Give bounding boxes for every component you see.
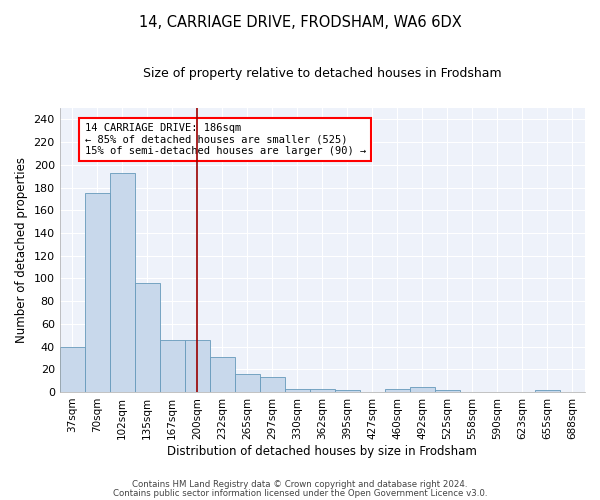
Bar <box>260 377 285 392</box>
Title: Size of property relative to detached houses in Frodsham: Size of property relative to detached ho… <box>143 68 502 80</box>
Text: 14, CARRIAGE DRIVE, FRODSHAM, WA6 6DX: 14, CARRIAGE DRIVE, FRODSHAM, WA6 6DX <box>139 15 461 30</box>
Bar <box>410 388 435 392</box>
Bar <box>135 283 160 392</box>
Bar <box>310 388 335 392</box>
Bar <box>385 388 410 392</box>
Bar <box>160 340 185 392</box>
Text: 14 CARRIAGE DRIVE: 186sqm
← 85% of detached houses are smaller (525)
15% of semi: 14 CARRIAGE DRIVE: 186sqm ← 85% of detac… <box>85 123 366 156</box>
Bar <box>110 173 135 392</box>
Bar <box>335 390 360 392</box>
Y-axis label: Number of detached properties: Number of detached properties <box>15 157 28 343</box>
Bar <box>435 390 460 392</box>
Bar <box>235 374 260 392</box>
Text: Contains HM Land Registry data © Crown copyright and database right 2024.: Contains HM Land Registry data © Crown c… <box>132 480 468 489</box>
Bar <box>210 357 235 392</box>
Bar <box>535 390 560 392</box>
Bar <box>285 388 310 392</box>
Text: Contains public sector information licensed under the Open Government Licence v3: Contains public sector information licen… <box>113 488 487 498</box>
X-axis label: Distribution of detached houses by size in Frodsham: Distribution of detached houses by size … <box>167 444 477 458</box>
Bar <box>85 193 110 392</box>
Bar <box>59 346 85 392</box>
Bar <box>185 340 210 392</box>
